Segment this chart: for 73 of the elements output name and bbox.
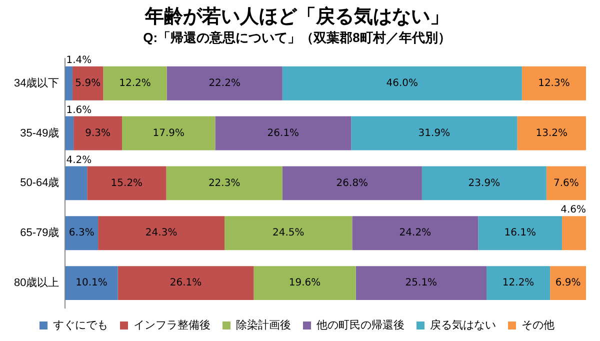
data-label: 26.1% [267, 128, 300, 139]
bar [478, 216, 562, 250]
data-label: 15.2% [110, 178, 143, 189]
legend-label: すぐにでも [53, 320, 108, 332]
bar [65, 166, 88, 200]
data-label: 1.6% [66, 104, 92, 116]
bar [562, 216, 586, 250]
data-label: 4.6% [560, 204, 586, 216]
data-label: 12.2% [119, 78, 151, 89]
legend-label: インフラ整備後 [134, 320, 210, 332]
legend-label: 他の町民の帰還後 [316, 320, 404, 332]
bar [74, 116, 122, 150]
bar [65, 66, 73, 100]
data-label: 10.1% [76, 278, 108, 289]
data-label: 13.2% [536, 128, 568, 139]
data-label: 31.9% [418, 128, 450, 139]
bar [550, 266, 586, 300]
bar [254, 266, 356, 300]
legend-label: 戻る気はない [430, 318, 496, 332]
bar [352, 216, 478, 250]
data-label: 6.3% [68, 228, 94, 239]
bar [282, 66, 522, 100]
legend-label: 除染計画後 [236, 318, 291, 332]
bar [122, 116, 216, 150]
data-label: 23.9% [468, 178, 500, 189]
data-label: 5.9% [75, 78, 101, 89]
y-tick-label: 35-49歳 [20, 126, 60, 140]
y-tick-label: 80歳以上 [14, 276, 60, 290]
data-label: 16.1% [504, 228, 536, 239]
bar [118, 266, 254, 300]
data-label: 22.2% [208, 78, 240, 89]
bar [166, 166, 282, 200]
bar [546, 166, 586, 200]
bar [87, 166, 166, 200]
bar [166, 66, 282, 100]
chart-title: 年齢が若い人ほど「戻る気はない」 [144, 6, 449, 28]
data-label: 24.3% [145, 228, 178, 239]
data-label: 4.2% [66, 154, 92, 166]
bar [517, 116, 586, 150]
data-label: 19.6% [288, 278, 321, 289]
bar [65, 116, 74, 150]
y-tick-label: 34歳以下 [14, 76, 60, 90]
bar [103, 66, 167, 100]
bar [486, 266, 550, 300]
bar [282, 166, 422, 200]
data-label: 9.3% [85, 128, 110, 139]
data-label: 25.1% [405, 278, 438, 289]
bar [522, 66, 586, 100]
bar [98, 216, 225, 250]
bar [65, 216, 98, 250]
data-label: 12.3% [538, 78, 570, 89]
data-label: 22.3% [208, 178, 240, 189]
bar [351, 116, 518, 150]
data-label: 26.1% [170, 278, 202, 289]
bar [224, 216, 352, 250]
data-label: 26.8% [336, 178, 368, 189]
bar [356, 266, 487, 300]
bar [422, 166, 546, 200]
bar [215, 116, 352, 150]
data-label: 17.9% [152, 128, 184, 139]
bar [72, 66, 104, 100]
y-tick-label: 50-64歳 [20, 176, 60, 190]
y-tick-label: 65-79歳 [20, 226, 60, 240]
data-label: 7.6% [554, 178, 579, 189]
data-label: 6.9% [555, 278, 581, 289]
data-label: 24.5% [272, 228, 304, 239]
data-label: 12.2% [502, 278, 534, 289]
legend-label: その他 [522, 320, 554, 332]
data-label: 24.2% [399, 228, 432, 239]
data-label: 1.4% [66, 54, 92, 66]
chart-subtitle: Q:「帰還の意思について」（双葉郡8町村／年代別） [143, 30, 451, 46]
data-label: 46.0% [386, 78, 418, 89]
bar [65, 266, 118, 300]
